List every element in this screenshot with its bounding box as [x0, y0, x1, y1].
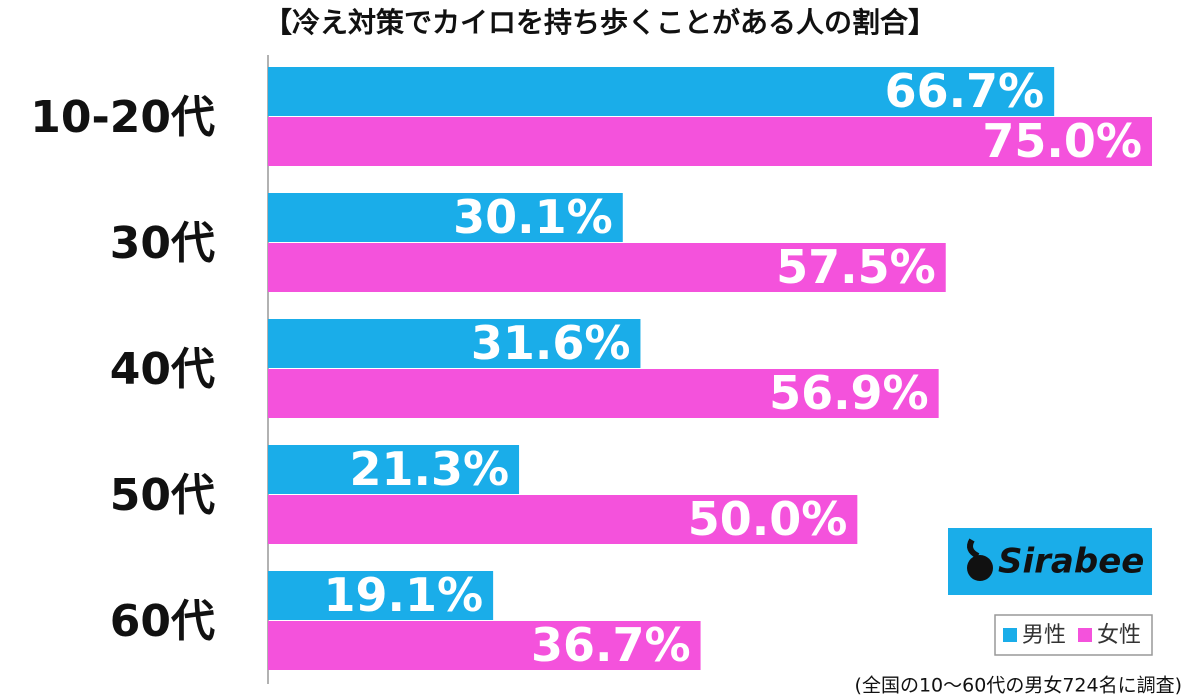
- value-label: 56.9%: [769, 366, 929, 420]
- legend-label: 男性: [1022, 623, 1066, 648]
- bar: [268, 67, 1055, 116]
- value-label: 19.1%: [324, 568, 484, 622]
- bar: [268, 571, 494, 620]
- bar: [268, 319, 641, 368]
- logo-text: Sirabee: [998, 542, 1144, 582]
- category-label: 60代: [110, 596, 215, 647]
- chart-title: 【冷え対策でカイロを持ち歩くことがある人の割合】: [264, 6, 936, 39]
- bar: [268, 243, 946, 292]
- value-label: 50.0%: [688, 492, 848, 546]
- category-label: 40代: [110, 344, 215, 395]
- bar: [268, 445, 520, 494]
- bar: [268, 117, 1152, 166]
- bar: [268, 193, 623, 242]
- legend-swatch: [1078, 628, 1092, 642]
- bar: [268, 369, 939, 418]
- category-label: 30代: [110, 218, 215, 269]
- footnote: (全国の10〜60代の男女724名に調査): [855, 675, 1182, 697]
- legend-swatch: [1003, 628, 1017, 642]
- logo-icon: [967, 555, 993, 581]
- value-label: 36.7%: [531, 618, 691, 672]
- logo-icon: [967, 538, 980, 559]
- value-label: 57.5%: [776, 240, 936, 294]
- bar: [268, 495, 858, 544]
- value-label: 66.7%: [885, 64, 1045, 118]
- logo: Sirabee: [948, 528, 1152, 595]
- legend-label: 女性: [1097, 623, 1141, 648]
- value-label: 75.0%: [982, 114, 1142, 168]
- value-label: 21.3%: [349, 442, 509, 496]
- category-label: 50代: [110, 470, 215, 521]
- legend-box: [994, 614, 1153, 656]
- category-label: 10-20代: [30, 92, 215, 143]
- value-label: 30.1%: [453, 190, 613, 244]
- value-label: 31.6%: [471, 316, 631, 370]
- bar: [268, 621, 701, 670]
